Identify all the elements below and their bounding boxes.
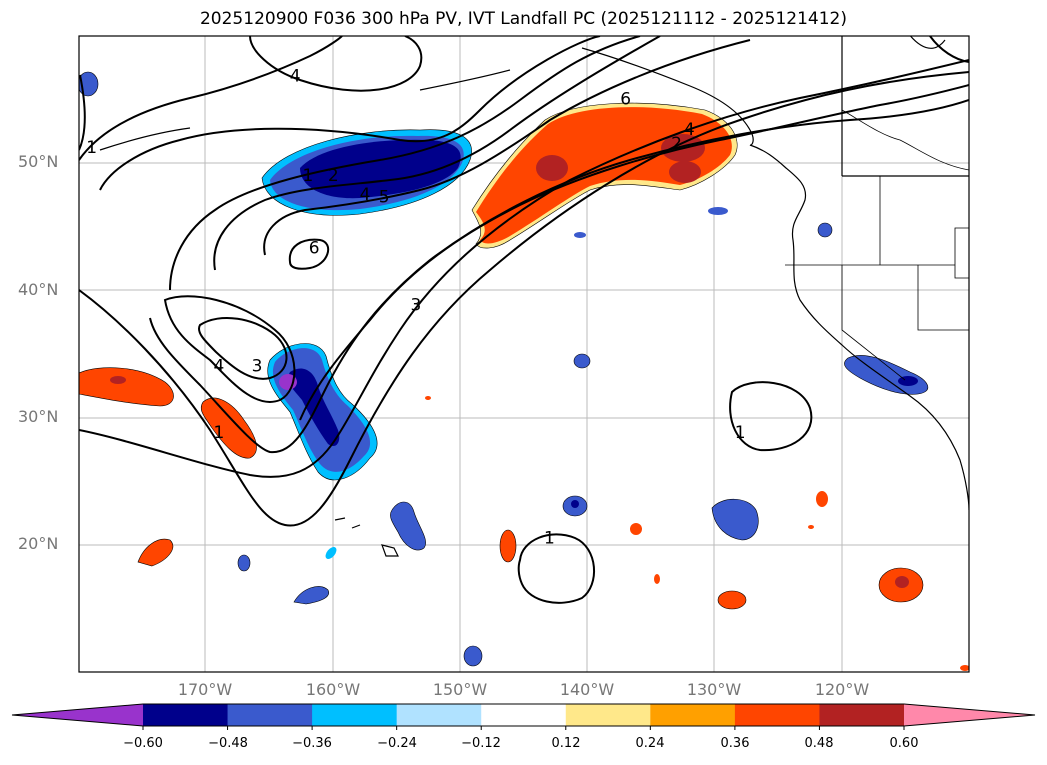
contour-label: 6 <box>309 238 320 258</box>
colorbar-tick-label: 0.12 <box>551 736 581 751</box>
contour-label: 2 <box>671 134 682 154</box>
colorbar-tick-label: 0.48 <box>804 736 834 751</box>
colorbar-tick-label: −0.24 <box>377 736 417 751</box>
positive-anomalies <box>79 102 969 671</box>
colorbar-segment <box>396 704 482 726</box>
contour-label: 2 <box>328 166 339 186</box>
contour-label: 4 <box>290 67 301 87</box>
colorbar-tick-label: 0.36 <box>720 736 750 751</box>
colorbar <box>11 703 1036 730</box>
colorbar-segment <box>819 704 905 726</box>
coastlines <box>99 36 969 557</box>
colorbar-tick-label: −0.12 <box>461 736 501 751</box>
colorbar-tick-label: −0.60 <box>123 736 163 751</box>
lat-label-40n: 40°N <box>18 280 59 299</box>
political-borders <box>785 109 969 381</box>
colorbar-segment <box>227 704 313 726</box>
lon-label-120w: 120°W <box>814 680 870 699</box>
contour-label: 3 <box>411 296 422 316</box>
map-frame <box>78 35 970 673</box>
lon-label-150w: 150°W <box>432 680 488 699</box>
colorbar-segment <box>565 704 651 726</box>
contour-label: 3 <box>252 357 263 377</box>
contour-label: 1 <box>213 423 224 443</box>
colorbar-segment <box>312 704 398 726</box>
map-title: 2025120900 F036 300 hPa PV, IVT Landfall… <box>199 9 847 29</box>
colorbar-tick-label: 0.24 <box>635 736 665 751</box>
lat-label-20n: 20°N <box>18 534 59 553</box>
colorbar-segment <box>734 704 820 726</box>
contour-label: 5 <box>379 188 390 208</box>
map-area <box>79 36 969 672</box>
contour-label: 1 <box>86 138 97 158</box>
map-background <box>79 36 969 672</box>
lat-label-50n: 50°N <box>18 152 59 171</box>
lon-label-140w: 140°W <box>559 680 615 699</box>
lon-label-160w: 160°W <box>305 680 361 699</box>
contour-label: 6 <box>620 90 631 110</box>
contour-label: 1 <box>544 528 555 548</box>
pv-contours <box>79 36 969 604</box>
lon-label-130w: 130°W <box>686 680 742 699</box>
contour-label: 1 <box>735 423 746 443</box>
colorbar-segment <box>481 704 567 726</box>
contour-label: 4 <box>213 357 224 377</box>
colorbar-extension-low <box>12 704 143 726</box>
colorbar-segment <box>143 704 229 726</box>
colorbar-segment <box>650 704 736 726</box>
lon-label-170w: 170°W <box>177 680 233 699</box>
contour-label: 4 <box>360 185 371 205</box>
colorbar-tick-label: 0.60 <box>889 736 919 751</box>
colorbar-tick-label: −0.48 <box>208 736 248 751</box>
colorbar-tick-label: −0.36 <box>292 736 332 751</box>
contour-label: 4 <box>684 120 695 140</box>
lat-label-30n: 30°N <box>18 407 59 426</box>
colorbar-extension-high <box>904 704 1035 726</box>
contour-label: 1 <box>302 166 313 186</box>
